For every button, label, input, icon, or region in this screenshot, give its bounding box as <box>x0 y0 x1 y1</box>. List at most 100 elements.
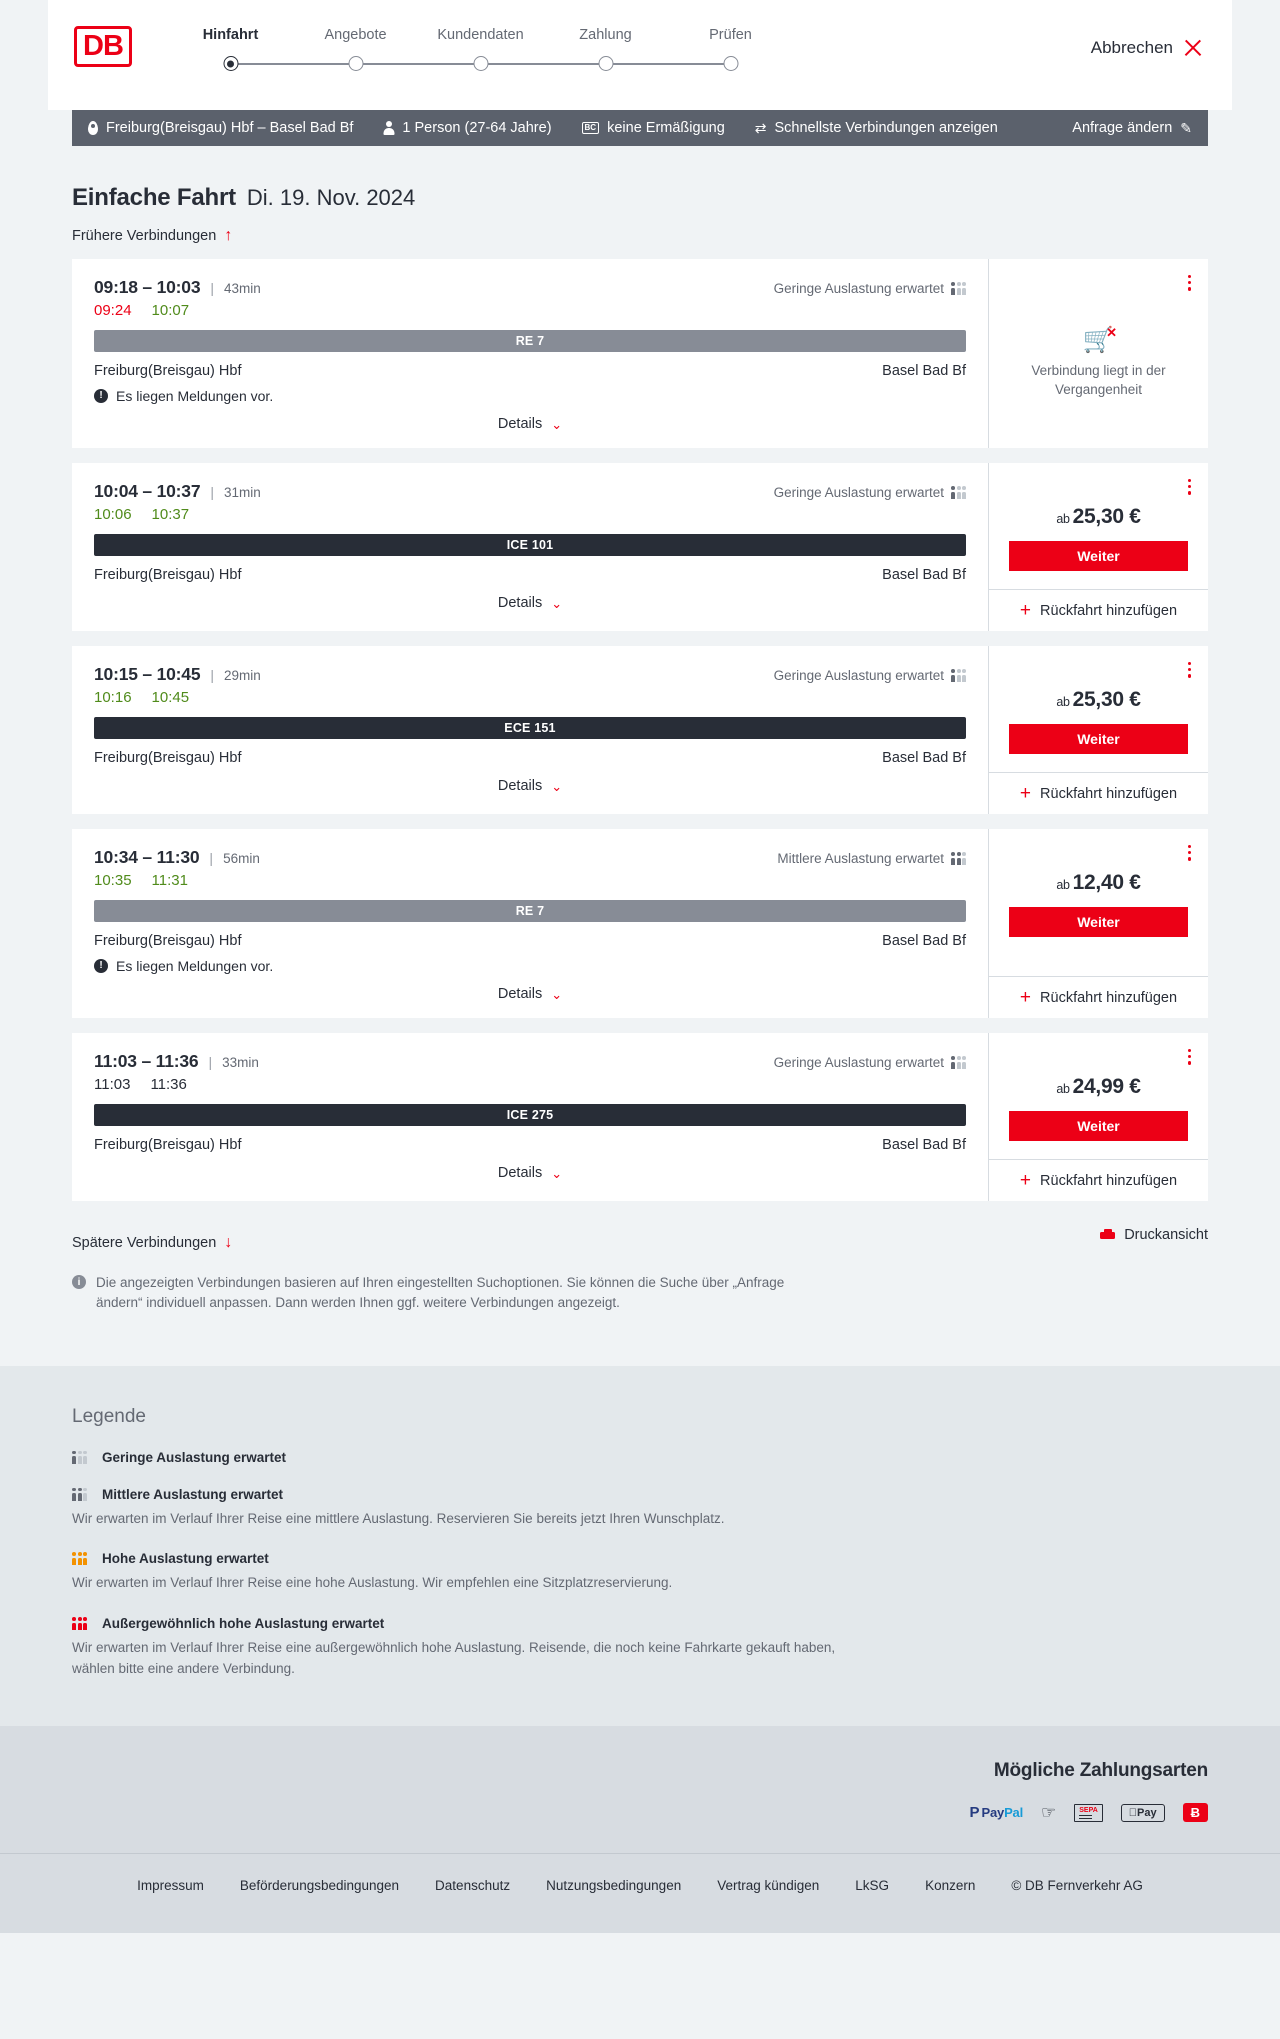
scheduled-times: 10:34 – 11:30 <box>94 847 200 867</box>
more-options-button[interactable] <box>1185 659 1194 681</box>
add-return-trip-label: Rückfahrt hinzufügen <box>1040 602 1178 619</box>
earlier-connections-button[interactable]: Frühere Verbindungen ↑ <box>72 227 1208 245</box>
destination-station: Basel Bad Bf <box>882 567 966 583</box>
details-toggle[interactable]: Details ⌄ <box>94 595 966 611</box>
cancel-button[interactable]: Abbrechen <box>1091 38 1202 58</box>
more-options-button[interactable] <box>1185 272 1194 294</box>
footer-link[interactable]: LkSG <box>855 1878 890 1894</box>
price-prefix: ab <box>1056 512 1070 526</box>
occupancy-figure <box>951 852 955 865</box>
add-return-trip-button[interactable]: + Rückfahrt hinzufügen <box>989 772 1208 814</box>
chevron-down-icon: ⌄ <box>551 778 563 794</box>
actual-arrival-time: 10:45 <box>151 689 190 706</box>
step-kundendaten[interactable]: Kundendaten <box>418 27 606 72</box>
actual-times: 11:03 11:36 <box>94 1076 966 1093</box>
footer-link[interactable]: Vertrag kündigen <box>717 1878 820 1894</box>
connection-header: 10:04 – 10:37 | 31min Geringe Auslastung er… <box>94 481 966 502</box>
connection-notice[interactable]: ! Es liegen Meldungen vor. <box>94 388 966 404</box>
print-view-button[interactable]: Druckansicht <box>1100 1227 1208 1243</box>
add-return-trip-button[interactable]: + Rückfahrt hinzufügen <box>989 1159 1208 1201</box>
add-return-trip-button[interactable]: + Rückfahrt hinzufügen <box>989 589 1208 631</box>
step-indicator <box>543 56 731 72</box>
legend-item: Außergewöhnlich hohe Auslastung erwartet… <box>72 1616 1208 1680</box>
later-connections-button[interactable]: Spätere Verbindungen ↓ <box>72 1235 232 1252</box>
legend-item-header: Mittlere Auslastung erwartet <box>72 1487 1208 1502</box>
copyright-label: © DB Fernverkehr AG <box>1011 1878 1143 1894</box>
connection-card[interactable]: 11:03 – 11:36 | 33min Geringe Auslastung er… <box>72 1033 1208 1201</box>
occupancy-indicator: Mittlere Auslastung erwartet <box>777 851 966 866</box>
occupancy-label: Geringe Auslastung erwartet <box>773 281 944 296</box>
occupancy-figure <box>956 669 961 682</box>
arrow-up-icon: ↑ <box>224 227 233 244</box>
occupancy-icon <box>72 1617 90 1631</box>
occupancy-figure <box>72 1552 76 1566</box>
footer-link[interactable]: Konzern <box>925 1878 976 1894</box>
legend-item: Hohe Auslastung erwartet Wir erwarten im … <box>72 1551 1208 1594</box>
occupancy-label: Geringe Auslastung erwartet <box>773 668 944 683</box>
connection-notice[interactable]: ! Es liegen Meldungen vor. <box>94 958 966 974</box>
legend-title: Legende <box>72 1405 146 1427</box>
discount-summary[interactable]: BC keine Ermäßigung <box>581 120 725 136</box>
details-toggle[interactable]: Details ⌄ <box>94 778 966 794</box>
details-toggle[interactable]: Details ⌄ <box>94 986 966 1002</box>
step-zahlung[interactable]: Zahlung <box>543 27 731 72</box>
connection-card[interactable]: 09:18 – 10:03 | 43min Geringe Auslastung er… <box>72 259 1208 448</box>
step-indicator <box>168 56 356 72</box>
change-request-button[interactable]: Anfrage ändern ✎ <box>1072 120 1192 137</box>
route-summary[interactable]: Freiburg(Breisgau) Hbf – Basel Bad Bf <box>88 120 353 136</box>
continue-button[interactable]: Weiter <box>1009 907 1188 937</box>
connection-details: 10:04 – 10:37 | 31min Geringe Auslastung er… <box>72 463 988 631</box>
destination-station: Basel Bad Bf <box>882 363 966 379</box>
price-label: ab 12,40 € <box>1056 871 1141 894</box>
more-options-button[interactable] <box>1185 1046 1194 1068</box>
step-label: Zahlung <box>579 27 632 43</box>
step-hinfahrt[interactable]: Hinfahrt <box>168 27 356 72</box>
step-indicator <box>668 56 793 72</box>
legend-item-description: Wir erwarten im Verlauf Ihrer Reise eine… <box>72 1640 836 1677</box>
actual-departure-time: 10:35 <box>94 872 132 889</box>
sorting-summary[interactable]: ⇄ Schnellste Verbindungen anzeigen <box>755 120 998 137</box>
step-angebote[interactable]: Angebote <box>293 27 481 72</box>
actual-departure-time: 09:24 <box>94 302 132 319</box>
connection-offer-panel: ab 25,30 € Weiter + Rückfahrt hinzufügen <box>988 463 1208 631</box>
station-row: Freiburg(Breisgau) Hbf Basel Bad Bf <box>94 363 966 379</box>
actual-arrival-time: 10:07 <box>151 302 190 319</box>
continue-button[interactable]: Weiter <box>1009 1111 1188 1141</box>
add-return-trip-button[interactable]: + Rückfahrt hinzufügen <box>989 976 1208 1018</box>
step-indicator <box>293 56 481 72</box>
payment-title: Mögliche Zahlungsarten <box>993 1760 1208 1782</box>
footer-link[interactable]: Datenschutz <box>435 1878 511 1894</box>
legend-item: Geringe Auslastung erwartet <box>72 1450 1208 1465</box>
connection-card[interactable]: 10:04 – 10:37 | 31min Geringe Auslastung er… <box>72 463 1208 631</box>
creditcard-icon: ☞ <box>1040 1803 1057 1823</box>
details-toggle[interactable]: Details ⌄ <box>94 1165 966 1181</box>
details-toggle[interactable]: Details ⌄ <box>94 416 966 432</box>
continue-button[interactable]: Weiter <box>1009 541 1188 571</box>
scheduled-times: 11:03 – 11:36 <box>94 1051 199 1071</box>
chevron-down-icon: ⌄ <box>551 986 563 1002</box>
footer-link[interactable]: Nutzungsbedingungen <box>546 1878 682 1894</box>
connection-header: 09:18 – 10:03 | 43min Geringe Auslastung er… <box>94 277 966 298</box>
connection-card[interactable]: 10:15 – 10:45 | 29min Geringe Auslastung er… <box>72 646 1208 814</box>
plus-icon: + <box>1019 987 1032 1008</box>
connection-card[interactable]: 10:34 – 11:30 | 56min Mittlere Auslastung e… <box>72 829 1208 1018</box>
chevron-down-icon: ⌄ <box>551 416 563 432</box>
actual-arrival-time: 11:31 <box>151 872 188 889</box>
more-options-button[interactable] <box>1185 842 1194 864</box>
occupancy-figure <box>83 1450 87 1464</box>
legend-item-header: Geringe Auslastung erwartet <box>72 1450 1208 1465</box>
trip-type-label: Einfache Fahrt <box>72 184 236 211</box>
station-row: Freiburg(Breisgau) Hbf Basel Bad Bf <box>94 750 966 766</box>
passenger-summary[interactable]: 1 Person (27-64 Jahre) <box>383 120 551 136</box>
actual-arrival-time: 10:37 <box>151 506 190 523</box>
footer-link[interactable]: Impressum <box>137 1878 204 1894</box>
destination-station: Basel Bad Bf <box>882 1137 966 1153</box>
continue-button[interactable]: Weiter <box>1009 724 1188 754</box>
occupancy-figure <box>951 282 955 295</box>
more-options-button[interactable] <box>1185 476 1194 498</box>
legend-item-label: Geringe Auslastung erwartet <box>102 1449 287 1465</box>
cancel-label: Abbrechen <box>1090 38 1173 57</box>
step-connector-line <box>355 63 481 65</box>
step-prüfen[interactable]: Prüfen <box>668 27 793 72</box>
footer-link[interactable]: Beförderungsbedingungen <box>239 1878 400 1894</box>
